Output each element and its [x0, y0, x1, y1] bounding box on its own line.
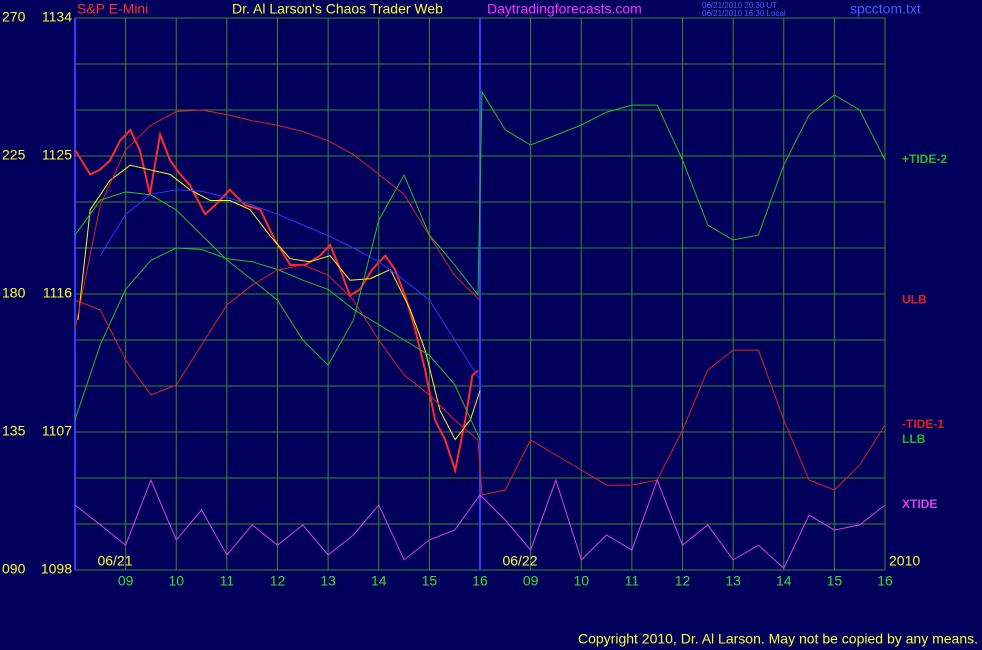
x-tick-label: 16 — [877, 573, 893, 589]
legend-label: -TIDE-1 — [902, 417, 944, 431]
series-line — [74, 247, 481, 440]
series-line — [74, 478, 886, 570]
series-line — [74, 109, 481, 330]
series-line — [77, 164, 481, 441]
x-tick-label: 14 — [776, 573, 792, 589]
file-name: spcctom.txt — [850, 1, 921, 17]
series-line — [74, 128, 479, 475]
y-tick-label: 1098 — [41, 561, 72, 577]
legend-label: XTIDE — [902, 497, 937, 511]
y2-tick-label: 270 — [2, 9, 26, 25]
x-tick-label: 13 — [320, 573, 336, 589]
y-tick-label: 1134 — [42, 9, 72, 25]
y-tick-label: 1116 — [43, 285, 72, 301]
y2-tick-label: 180 — [2, 285, 26, 301]
y-tick-label: 1125 — [42, 147, 72, 163]
y2-tick-label: 225 — [2, 147, 26, 163]
x-tick-label: 11 — [625, 573, 640, 589]
copyright: Copyright 2010, Dr. Al Larson. May not b… — [578, 631, 978, 647]
y2-tick-label: 135 — [2, 423, 26, 439]
x-tick-label: 12 — [675, 573, 691, 589]
x-tick-label: 09 — [523, 573, 539, 589]
symbol: S&P E-Mini — [77, 1, 148, 17]
plot-area — [74, 17, 886, 571]
year-label: 2010 — [889, 553, 920, 569]
x-tick-label: 13 — [725, 573, 741, 589]
time-ut: 06/21/2010 20:30 UT — [702, 1, 777, 10]
x-tick-label: 16 — [472, 573, 488, 589]
date-label: 06/21 — [97, 553, 132, 569]
x-tick-label: 10 — [168, 573, 184, 589]
x-tick-label: 12 — [270, 573, 286, 589]
time-local: 06/21/2010 16:30 Local — [702, 9, 786, 18]
x-tick-label: 11 — [220, 573, 235, 589]
legend-label: +TIDE-2 — [902, 152, 947, 166]
x-tick-label: 14 — [371, 573, 387, 589]
title: Dr. Al Larson's Chaos Trader Web — [232, 1, 443, 17]
series-line — [99, 189, 481, 381]
legend-label: LLB — [902, 432, 926, 446]
date-label: 06/22 — [502, 553, 537, 569]
site: Daytradingforecasts.com — [487, 1, 642, 17]
y-tick-label: 1107 — [42, 423, 72, 439]
x-tick-label: 15 — [827, 573, 843, 589]
x-tick-label: 10 — [573, 573, 589, 589]
x-tick-label: 15 — [422, 573, 438, 589]
x-tick-label: 09 — [118, 573, 134, 589]
legend-label: ULB — [902, 292, 927, 306]
y2-tick-label: 090 — [2, 561, 26, 577]
series-line — [74, 90, 886, 366]
series-line — [74, 264, 886, 496]
